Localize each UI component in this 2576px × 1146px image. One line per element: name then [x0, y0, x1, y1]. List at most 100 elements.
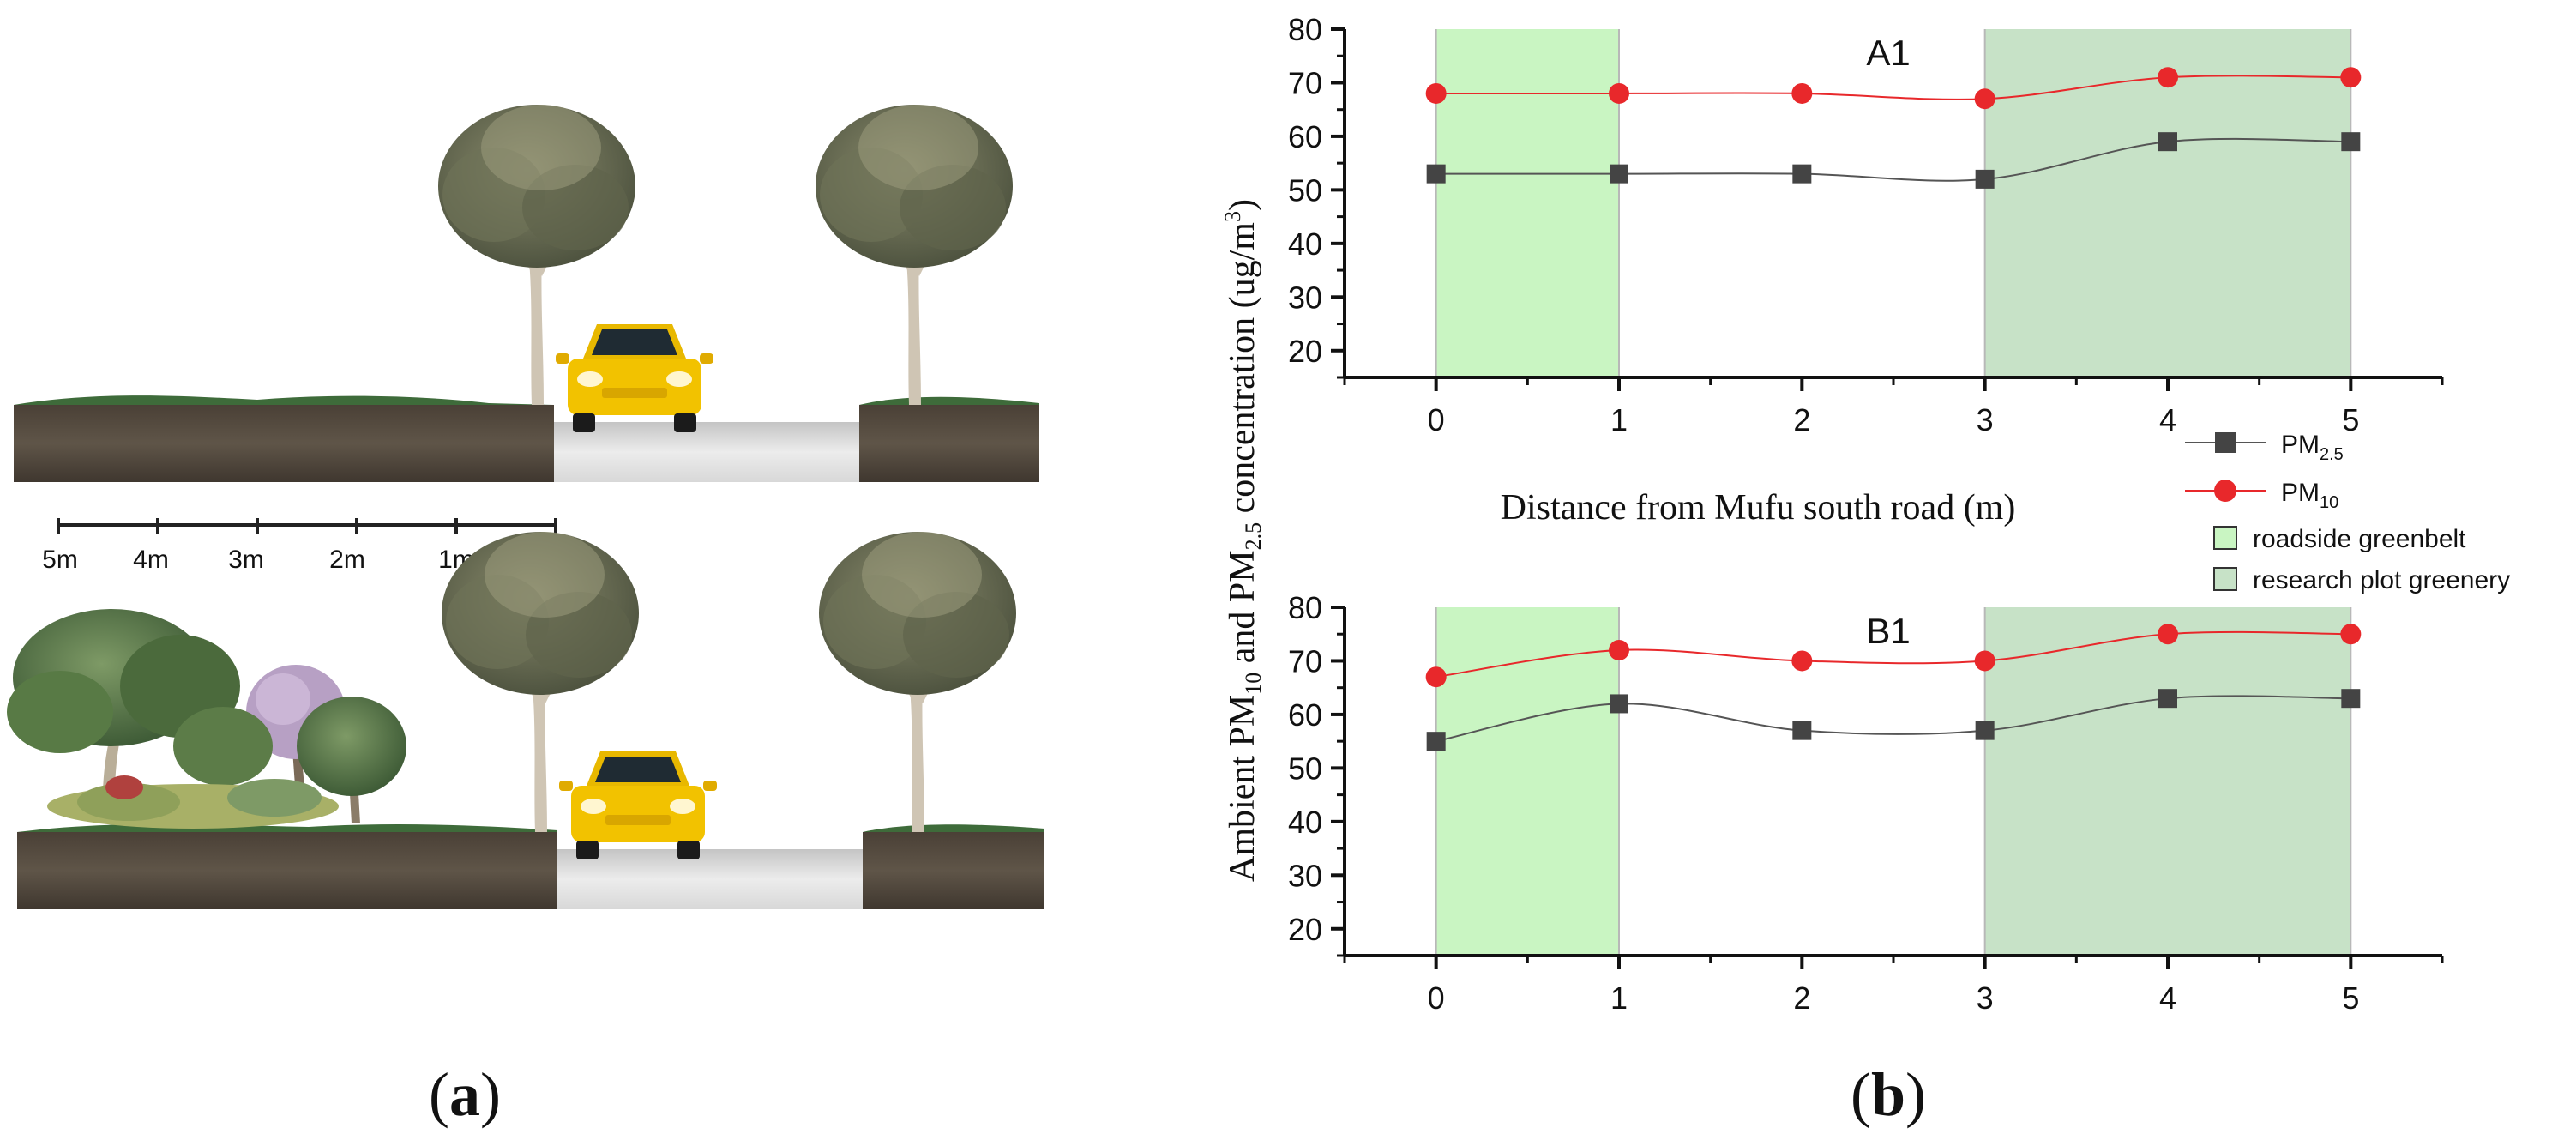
y-tick-label: 80: [1288, 12, 1322, 47]
x-tick-label: 1: [1610, 980, 1628, 1016]
series-line-PM10: [1435, 75, 2351, 100]
x-tick-label: 1: [1610, 402, 1628, 437]
road-surface: [554, 422, 859, 482]
data-point-PM10: [2340, 624, 2362, 645]
data-point-PM10: [1974, 88, 1995, 110]
legend-square-marker: [2215, 432, 2236, 453]
car-icon: [556, 324, 713, 432]
data-point-PM25: [1975, 169, 1995, 189]
data-point-PM25: [1792, 721, 1812, 740]
series-line-PM10: [1435, 630, 2351, 679]
soil-right-block: [859, 405, 1039, 482]
data-point-PM25: [2158, 689, 2177, 709]
data-point-PM10: [1974, 650, 1995, 672]
band-roadside-greenbelt: [1435, 29, 1619, 377]
legend: PM2.5 PM10 roadside greenbelt research p…: [2185, 431, 2510, 594]
y-tick-label: 60: [1288, 119, 1322, 154]
data-point-PM25: [1792, 164, 1812, 184]
x-tick-label: 2: [1793, 402, 1810, 437]
soil-right-block: [863, 832, 1044, 909]
y-tick-label: 30: [1288, 858, 1322, 893]
data-point-PM25: [2341, 132, 2361, 152]
data-point-PM10: [1425, 82, 1447, 104]
panel-b-label: (b): [1851, 1060, 1926, 1129]
data-point-PM10: [1791, 82, 1813, 104]
scale-label: 4m: [133, 546, 169, 574]
legend-label: PM2.5: [2281, 431, 2344, 464]
x-tick-label: 4: [2159, 402, 2176, 437]
chart-a1: 20 30 40 50 60 70 80 0 1 2 3 4 5 A1: [1288, 12, 2444, 437]
y-tick-label: 50: [1288, 751, 1322, 786]
car-icon: [559, 751, 717, 860]
soil-left-block: [17, 832, 557, 909]
chart-panel: 20 30 40 50 60 70 80 0 1 2 3 4 5 A1 20 30 40 50 60 70 80 0 1…: [1220, 12, 2510, 1129]
data-point-PM25: [1610, 694, 1628, 714]
scale-label: 5m: [42, 546, 78, 574]
data-point-PM10: [1791, 650, 1813, 672]
y-tick-label: 40: [1288, 805, 1322, 840]
series-line-PM25: [1435, 695, 2351, 743]
x-axis-label: Distance from Mufu south road (m): [1501, 488, 2016, 528]
legend-circle-marker: [2214, 480, 2236, 502]
data-point-PM10: [1609, 82, 1629, 104]
road-surface: [557, 849, 863, 909]
legend-label: PM10: [2281, 479, 2338, 512]
data-point-PM10: [1609, 639, 1629, 660]
legend-item-research-plot-greenery: research plot greenery: [2213, 566, 2510, 594]
x-tick-label: 5: [2342, 980, 2359, 1016]
grass-strip: [17, 823, 557, 832]
chart-title: B1: [1866, 611, 1910, 651]
x-tick-label: 4: [2159, 980, 2176, 1016]
data-point-PM10: [2158, 624, 2178, 645]
y-axis-label: Ambient PM10 and PM2.5 concentration (ug…: [1220, 199, 1266, 882]
cross-section-illustration: 5m 4m 3m 2m 1m 0m: [7, 105, 1044, 1129]
y-tick-label: 70: [1288, 643, 1322, 679]
data-point-PM25: [1975, 721, 1995, 740]
legend-item-pm25: PM2.5: [2185, 431, 2344, 464]
data-point-PM25: [1610, 164, 1628, 184]
legend-swatch: [2213, 567, 2237, 591]
legend-swatch: [2213, 526, 2237, 550]
data-point-PM10: [2158, 67, 2178, 88]
legend-item-pm10: PM10: [2185, 479, 2338, 512]
soil-left-block: [14, 405, 554, 482]
roadside-tree: [816, 105, 1013, 405]
x-tick-label: 0: [1428, 980, 1445, 1016]
legend-item-roadside-greenbelt: roadside greenbelt: [2213, 525, 2466, 553]
grass-strip: [863, 824, 1044, 832]
data-point-PM10: [2340, 67, 2362, 88]
y-tick-label: 20: [1288, 912, 1322, 947]
x-tick-label: 5: [2342, 402, 2359, 437]
x-tick-label: 3: [1977, 402, 1994, 437]
y-tick-label: 50: [1288, 172, 1322, 208]
data-point-PM25: [2341, 689, 2361, 709]
y-tick-label: 60: [1288, 697, 1322, 733]
chart-title: A1: [1866, 33, 1910, 73]
scale-label: 3m: [228, 546, 264, 574]
roadside-tree: [819, 532, 1016, 832]
scale-label: 2m: [329, 546, 365, 574]
panel-a-label: (a): [429, 1060, 501, 1129]
data-point-PM25: [2158, 132, 2177, 152]
data-point-PM10: [1425, 666, 1447, 688]
chart-b1: 20 30 40 50 60 70 80 0 1 2 3 4 5 B1: [1288, 590, 2444, 1016]
research-plot-vegetation: [7, 609, 406, 829]
x-tick-label: 2: [1793, 980, 1810, 1016]
top-scene: [14, 105, 1039, 482]
data-point-PM25: [1426, 164, 1446, 184]
y-tick-label: 80: [1288, 590, 1322, 625]
grass-strip: [14, 395, 554, 405]
band-research-plot-greenery: [1984, 607, 2351, 956]
grass-strip: [859, 396, 1039, 405]
legend-label: roadside greenbelt: [2253, 525, 2466, 553]
legend-label: research plot greenery: [2253, 566, 2510, 594]
y-tick-label: 20: [1288, 334, 1322, 369]
y-tick-label: 70: [1288, 65, 1322, 100]
data-point-PM25: [1426, 732, 1446, 751]
bottom-scene: [7, 532, 1044, 909]
y-tick-label: 40: [1288, 226, 1322, 262]
x-tick-label: 0: [1428, 402, 1445, 437]
x-tick-label: 3: [1977, 980, 1994, 1016]
y-tick-label: 30: [1288, 280, 1322, 315]
